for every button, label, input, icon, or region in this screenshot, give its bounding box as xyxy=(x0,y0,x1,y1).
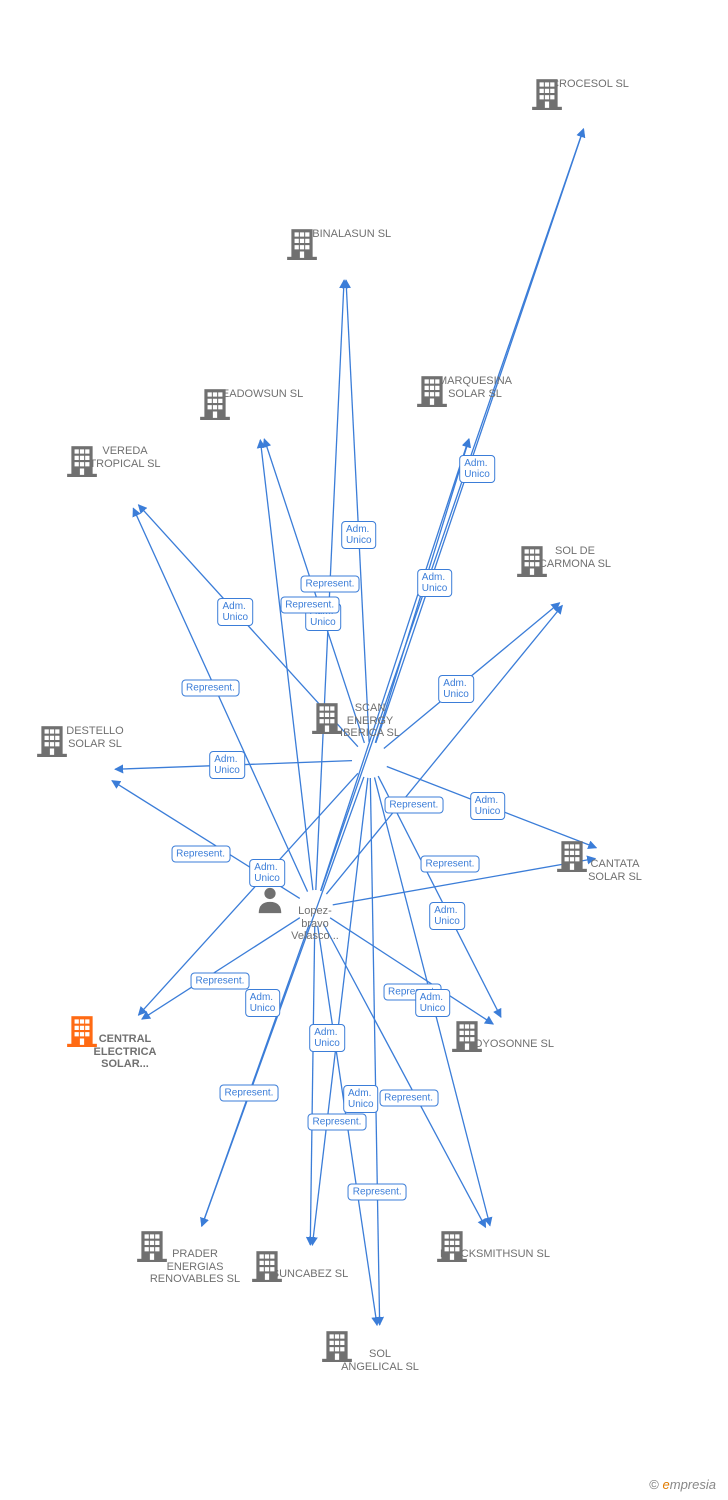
edge-label: Adm. Unico xyxy=(438,675,474,703)
copyright-symbol: © xyxy=(649,1477,659,1492)
edge xyxy=(310,926,314,1245)
edge xyxy=(326,605,562,894)
edge-label: Adm. Unico xyxy=(217,598,253,626)
edge-label: Represent. xyxy=(348,1184,407,1201)
edge-label: Represent. xyxy=(301,576,360,593)
network-edges xyxy=(0,0,728,1500)
edge-label: Adm. Unico xyxy=(470,792,506,820)
edge xyxy=(312,778,368,1245)
brand-initial: e xyxy=(663,1477,670,1492)
edge xyxy=(346,280,369,742)
edge-label: Adm. Unico xyxy=(343,1085,379,1113)
edge-label: Adm. Unico xyxy=(429,902,465,930)
edge-label: Adm. Unico xyxy=(309,1024,345,1052)
edge-label: Represent. xyxy=(181,680,240,697)
edge-label: Represent. xyxy=(171,846,230,863)
edge-label: Adm. Unico xyxy=(415,989,451,1017)
edge-label: Adm. Unico xyxy=(245,989,281,1017)
edge xyxy=(133,508,307,891)
edge-label: Represent. xyxy=(384,797,443,814)
edge-label: Represent. xyxy=(308,1114,367,1131)
footer-attribution: © empresia xyxy=(649,1477,716,1492)
edge xyxy=(323,924,485,1227)
edge xyxy=(321,129,584,891)
edge-label: Adm. Unico xyxy=(249,859,285,887)
edge-label: Represent. xyxy=(280,597,339,614)
edge-label: Adm. Unico xyxy=(341,521,377,549)
edge xyxy=(370,778,379,1325)
edge-label: Represent. xyxy=(379,1090,438,1107)
edge-label: Adm. Unico xyxy=(459,455,495,483)
edge-label: Adm. Unico xyxy=(209,751,245,779)
brand-rest: mpresia xyxy=(670,1477,716,1492)
edge-label: Adm. Unico xyxy=(417,569,453,597)
edge-label: Represent. xyxy=(191,973,250,990)
edge xyxy=(330,918,493,1024)
edge xyxy=(321,439,469,891)
edge-label: Represent. xyxy=(421,856,480,873)
edge-label: Represent. xyxy=(220,1085,279,1102)
